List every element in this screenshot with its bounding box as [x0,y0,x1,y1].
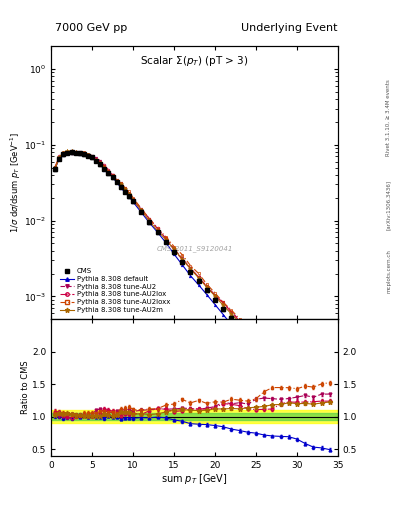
Bar [51,413,338,420]
Text: 7000 GeV pp: 7000 GeV pp [55,23,127,33]
X-axis label: sum $p_T$ [GeV]: sum $p_T$ [GeV] [161,472,228,486]
Text: [arXiv:1306.3436]: [arXiv:1306.3436] [386,180,391,230]
Text: Rivet 3.1.10, ≥ 3.4M events: Rivet 3.1.10, ≥ 3.4M events [386,79,391,156]
Text: mcplots.cern.ch: mcplots.cern.ch [386,249,391,293]
Text: Underlying Event: Underlying Event [241,23,338,33]
Bar [51,410,338,423]
Text: CMS_2011_S9120041: CMS_2011_S9120041 [156,245,233,251]
Text: Scalar $\Sigma(p_T)$ (pT > 3): Scalar $\Sigma(p_T)$ (pT > 3) [140,54,249,68]
Legend: CMS, Pythia 8.308 default, Pythia 8.308 tune-AU2, Pythia 8.308 tune-AU2lox, Pyth: CMS, Pythia 8.308 default, Pythia 8.308 … [60,268,170,313]
Y-axis label: Ratio to CMS: Ratio to CMS [22,360,31,414]
Y-axis label: 1/$\sigma$ d$\sigma$/dsum $p_T$ [GeV$^{-1}$]: 1/$\sigma$ d$\sigma$/dsum $p_T$ [GeV$^{-… [8,132,22,233]
